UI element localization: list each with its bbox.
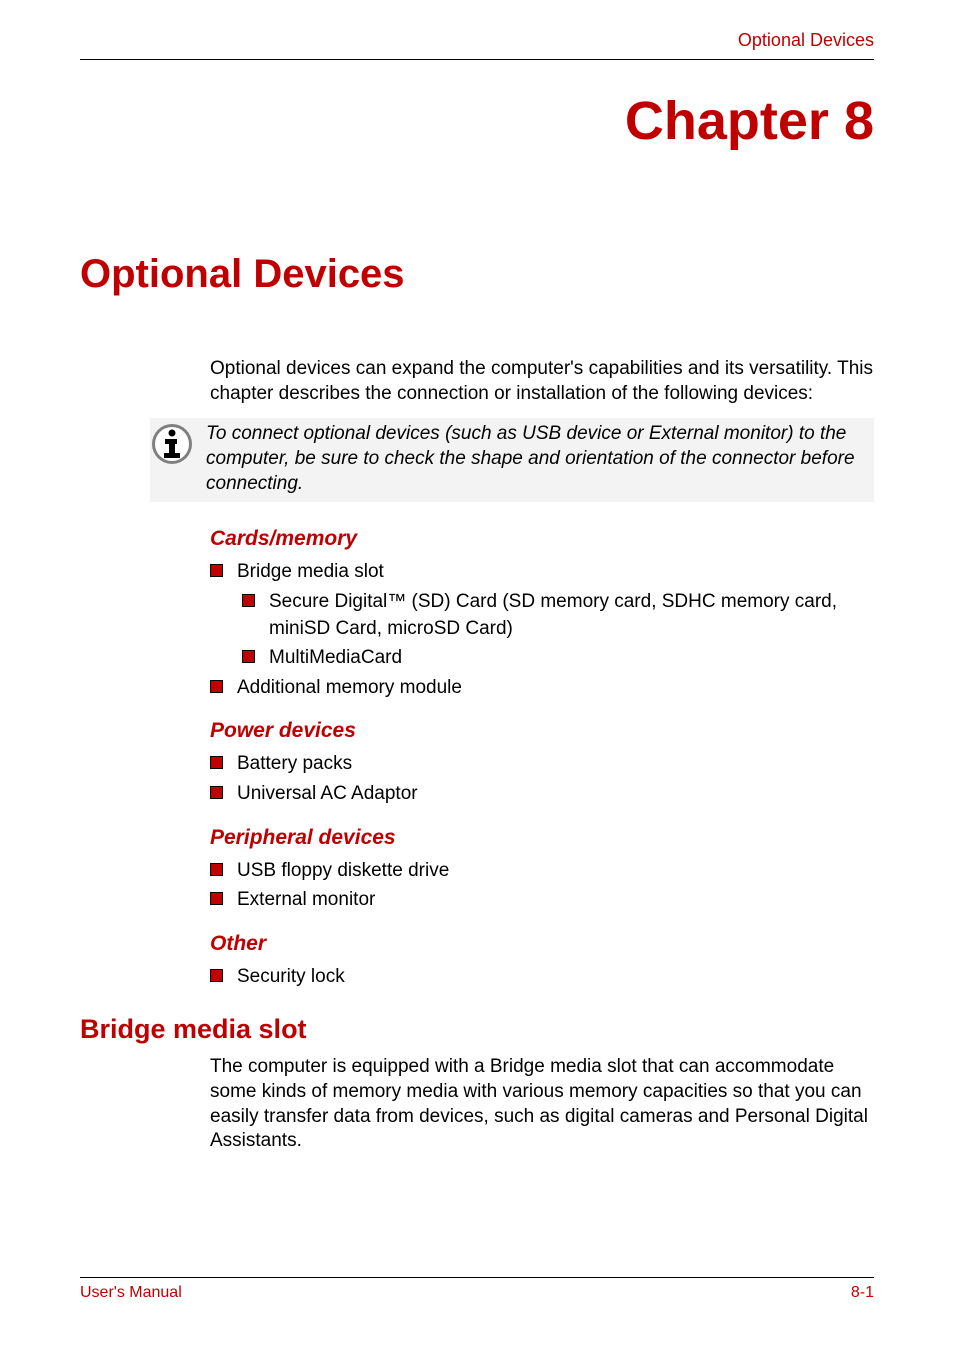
subsection-peripheral-devices: Peripheral devices [210, 826, 874, 850]
list-item-label: External monitor [237, 887, 375, 914]
bullet-list-cards-memory: Bridge media slot Secure Digital™ (SD) C… [210, 559, 874, 701]
bullet-icon [210, 969, 223, 982]
page-container: Optional Devices Chapter 8 Optional Devi… [0, 0, 954, 1214]
running-head: Optional Devices [80, 30, 874, 51]
header-rule [80, 59, 874, 60]
list-item: Security lock [210, 964, 874, 991]
list-item-label: Security lock [237, 964, 345, 991]
bullet-icon [210, 756, 223, 769]
list-item-label: Universal AC Adaptor [237, 781, 418, 808]
list-item-label: MultiMediaCard [269, 645, 402, 672]
bullet-icon [210, 863, 223, 876]
list-item: Secure Digital™ (SD) Card (SD memory car… [242, 589, 874, 642]
page-title: Optional Devices [80, 252, 874, 297]
bullet-icon [210, 892, 223, 905]
list-item: External monitor [210, 887, 874, 914]
list-item-label: Bridge media slot [237, 559, 384, 586]
list-item: Universal AC Adaptor [210, 781, 874, 808]
bullet-icon [242, 650, 255, 663]
chapter-title: Chapter 8 [80, 90, 874, 152]
bridge-media-paragraph: The computer is equipped with a Bridge m… [210, 1055, 874, 1154]
bullet-list-power-devices: Battery packs Universal AC Adaptor [210, 751, 874, 807]
info-icon [150, 422, 194, 466]
subsection-other: Other [210, 932, 874, 956]
list-item-label: USB floppy diskette drive [237, 858, 449, 885]
bullet-icon [210, 786, 223, 799]
footer-rule [80, 1277, 874, 1278]
bullet-icon [210, 680, 223, 693]
list-item: Additional memory module [210, 675, 874, 702]
bullet-icon [242, 594, 255, 607]
intro-paragraph: Optional devices can expand the computer… [210, 357, 874, 406]
section-bridge-media-slot: Bridge media slot [80, 1014, 874, 1045]
list-item: USB floppy diskette drive [210, 858, 874, 885]
note-container: To connect optional devices (such as USB… [150, 418, 874, 502]
content-area: The computer is equipped with a Bridge m… [210, 1055, 874, 1154]
footer-right: 8-1 [851, 1284, 874, 1302]
bullet-list-other: Security lock [210, 964, 874, 991]
subsection-power-devices: Power devices [210, 719, 874, 743]
subsection-cards-memory: Cards/memory [210, 527, 874, 551]
list-item-label: Battery packs [237, 751, 352, 778]
footer-left: User's Manual [80, 1284, 182, 1302]
list-item: Battery packs [210, 751, 874, 778]
list-item: MultiMediaCard [242, 645, 874, 672]
bullet-icon [210, 564, 223, 577]
page-footer: User's Manual 8-1 [80, 1277, 874, 1302]
content-area: Optional devices can expand the computer… [210, 357, 874, 990]
footer-row: User's Manual 8-1 [80, 1284, 874, 1302]
list-item: Bridge media slot [210, 559, 874, 586]
note-text: To connect optional devices (such as USB… [206, 418, 874, 502]
list-item-label: Additional memory module [237, 675, 462, 702]
bullet-list-peripheral-devices: USB floppy diskette drive External monit… [210, 858, 874, 914]
list-item-label: Secure Digital™ (SD) Card (SD memory car… [269, 589, 874, 642]
